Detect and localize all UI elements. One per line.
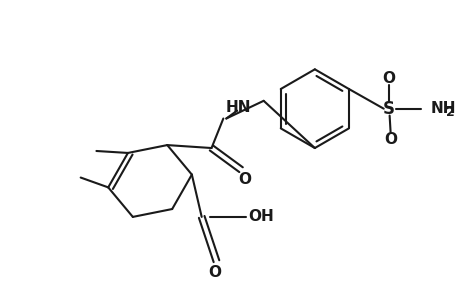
Text: O: O	[381, 71, 394, 86]
Text: O: O	[383, 132, 396, 147]
Text: HN: HN	[225, 100, 250, 115]
Text: NH: NH	[430, 101, 455, 116]
Text: O: O	[207, 266, 220, 280]
Text: O: O	[238, 172, 251, 187]
Text: OH: OH	[247, 209, 273, 224]
Text: S: S	[382, 100, 394, 118]
Text: 2: 2	[445, 106, 453, 119]
